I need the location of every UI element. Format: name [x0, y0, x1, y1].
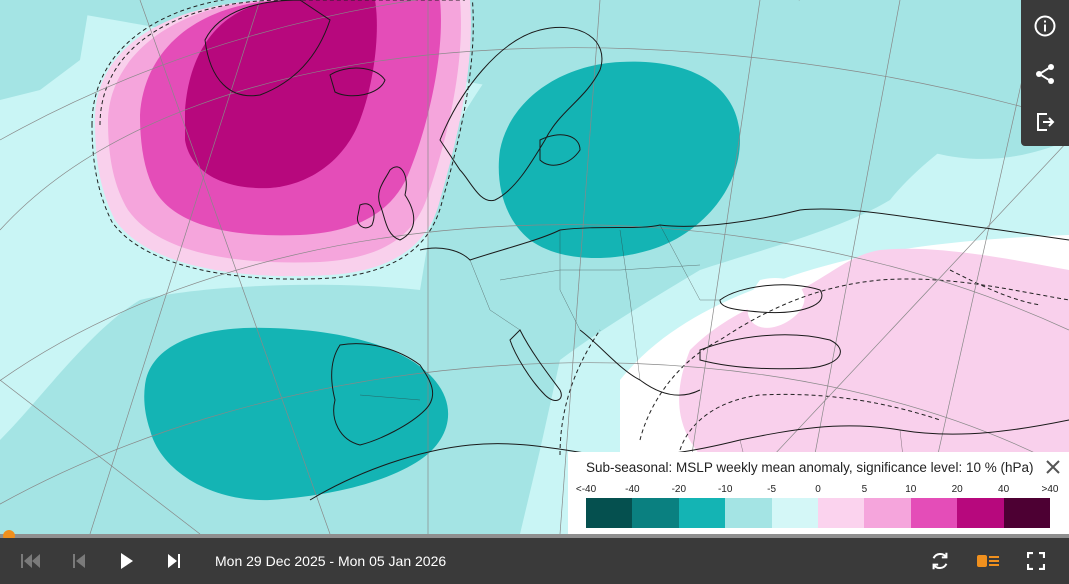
legend-swatch: [725, 498, 772, 528]
info-icon: [1034, 15, 1056, 37]
legend-swatch: [818, 498, 865, 528]
refresh-icon: [932, 552, 948, 570]
play-button[interactable]: [104, 538, 150, 584]
legend-label: 5: [861, 484, 868, 495]
legend-swatch: [1003, 498, 1051, 528]
map-tools-panel: [1021, 0, 1069, 146]
legend-label: <-40: [575, 484, 597, 495]
legend-swatch: [864, 498, 911, 528]
legend-title: Sub-seasonal: MSLP weekly mean anomaly, …: [586, 460, 1034, 475]
fullscreen-icon: [1027, 552, 1045, 570]
legend-icon: [977, 555, 999, 567]
legend-swatch: [586, 498, 633, 528]
timeline-track[interactable]: [0, 534, 1069, 538]
anomaly-map[interactable]: [0, 0, 1069, 534]
player-controls: Mon 29 Dec 2025 - Mon 05 Jan 2026: [0, 538, 1069, 584]
export-button[interactable]: [1021, 98, 1069, 146]
legend-toggle-button[interactable]: [965, 538, 1011, 584]
neg-anomaly-iberia: [144, 327, 449, 501]
skip-first-icon: [21, 554, 40, 568]
legend-swatch: [957, 498, 1004, 528]
share-icon: [1036, 64, 1054, 84]
share-button[interactable]: [1021, 50, 1069, 98]
export-icon: [1037, 113, 1055, 131]
step-back-icon: [73, 554, 85, 568]
neutral-carveout: [747, 278, 805, 328]
step-forward-icon: [168, 554, 180, 568]
legend-label: 0: [815, 484, 821, 495]
legend-label: 20: [951, 484, 963, 495]
legend-label: 40: [998, 484, 1010, 495]
date-range-label: Mon 29 Dec 2025 - Mon 05 Jan 2026: [215, 553, 447, 569]
legend-labels: <-40 -40 -20 -10 -5 0 5 10 20 40 >40: [568, 484, 1069, 496]
next-frame-button[interactable]: [151, 538, 197, 584]
legend-label: 10: [905, 484, 917, 495]
first-frame-button[interactable]: [8, 538, 54, 584]
neg-anomaly-scandinavia: [498, 61, 740, 259]
legend-swatch: [771, 498, 819, 528]
loop-button[interactable]: [917, 538, 963, 584]
play-icon: [121, 553, 133, 569]
legend-swatch: [632, 498, 679, 528]
close-icon: [1046, 460, 1060, 474]
legend-label: -40: [625, 484, 640, 495]
fullscreen-button[interactable]: [1013, 538, 1059, 584]
legend-label: -10: [717, 484, 733, 495]
info-button[interactable]: [1021, 2, 1069, 50]
legend-swatch: [910, 498, 958, 528]
previous-frame-button[interactable]: [56, 538, 102, 584]
legend-swatch: [678, 498, 726, 528]
pos-anomaly-greenland: [95, 0, 471, 277]
significance-contours: [91, 0, 1069, 456]
legend-color-bar: [586, 498, 1051, 528]
legend-panel: Sub-seasonal: MSLP weekly mean anomaly, …: [568, 452, 1069, 534]
legend-label: -20: [671, 484, 687, 495]
legend-label: -5: [767, 484, 777, 495]
legend-close-button[interactable]: [1043, 457, 1063, 477]
legend-label: >40: [1041, 484, 1059, 495]
